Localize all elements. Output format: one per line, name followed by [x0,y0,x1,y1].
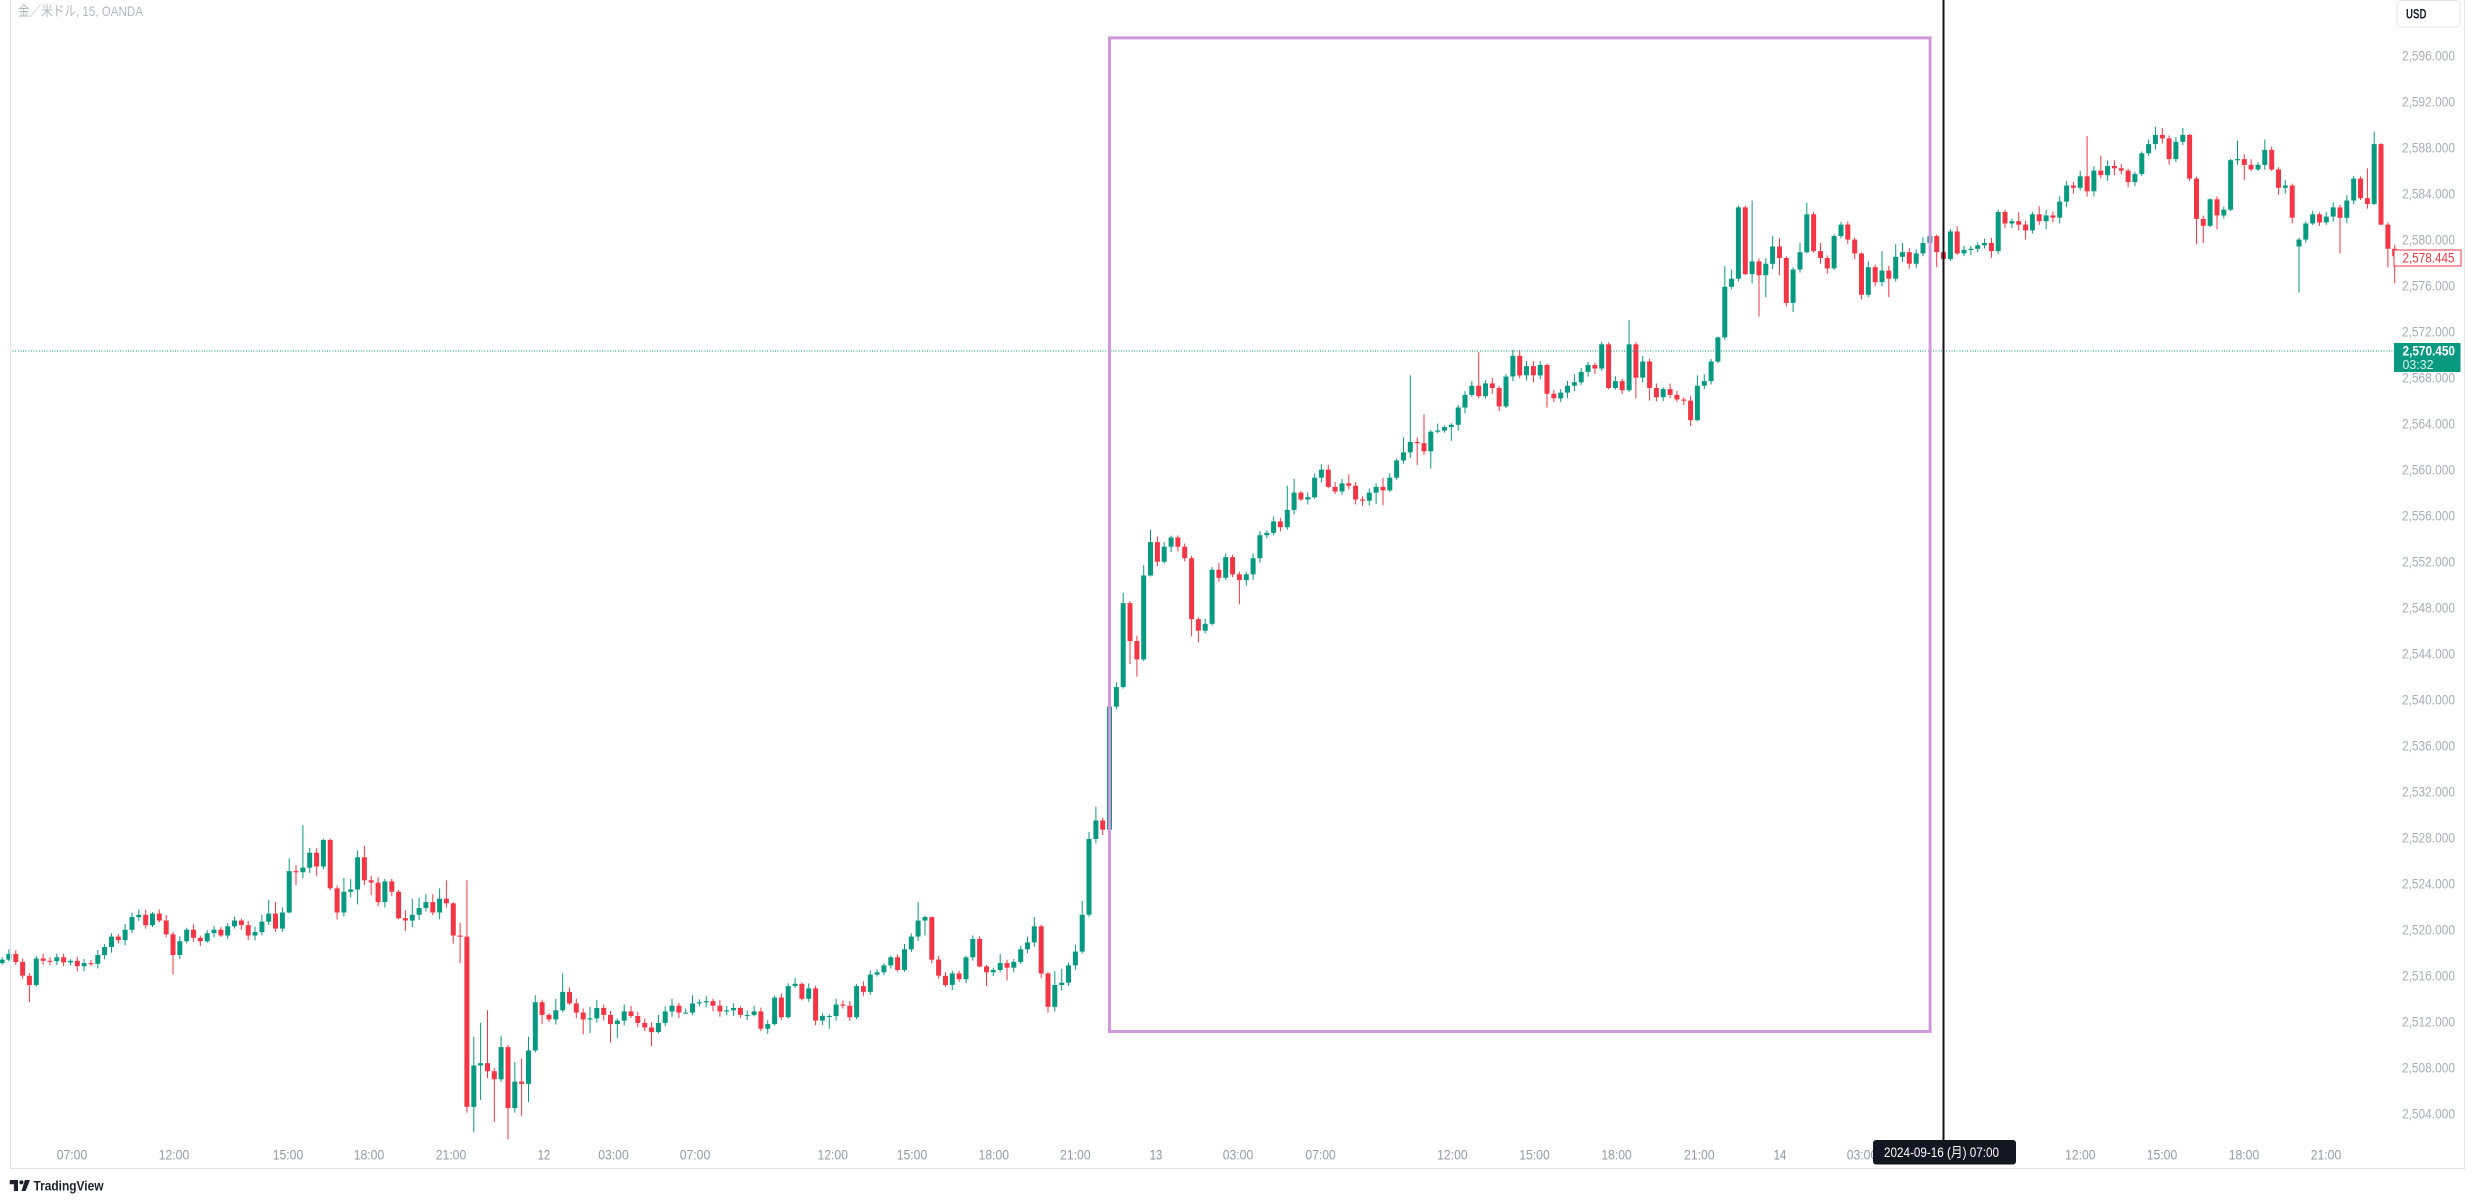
svg-text:2,578.445: 2,578.445 [2403,251,2455,266]
svg-text:14: 14 [1774,1147,1787,1163]
svg-text:2,536.000: 2,536.000 [2402,738,2455,754]
svg-text:18:00: 18:00 [1601,1147,1632,1163]
svg-text:2,544.000: 2,544.000 [2402,646,2455,662]
svg-text:2,580.000: 2,580.000 [2402,231,2455,247]
svg-text:13: 13 [1150,1147,1163,1163]
svg-text:07:00: 07:00 [1305,1147,1336,1163]
svg-text:15:00: 15:00 [897,1147,928,1163]
svg-text:2,564.000: 2,564.000 [2402,416,2455,432]
svg-text:2,570.450: 2,570.450 [2403,344,2456,359]
svg-text:12:00: 12:00 [1437,1147,1468,1163]
svg-text:21:00: 21:00 [1060,1147,1091,1163]
svg-text:12:00: 12:00 [2065,1147,2096,1163]
svg-text:18:00: 18:00 [2229,1147,2260,1163]
svg-text:15:00: 15:00 [273,1147,304,1163]
svg-text:TradingView: TradingView [34,1179,104,1194]
svg-text:18:00: 18:00 [354,1147,385,1163]
svg-text:2,512.000: 2,512.000 [2402,1014,2455,1030]
svg-text:2,504.000: 2,504.000 [2402,1106,2455,1122]
svg-text:03:00: 03:00 [598,1147,629,1163]
svg-text:2,528.000: 2,528.000 [2402,830,2455,846]
svg-text:15:00: 15:00 [2147,1147,2178,1163]
svg-text:2,596.000: 2,596.000 [2402,47,2455,63]
svg-text:21:00: 21:00 [1684,1147,1715,1163]
svg-text:07:00: 07:00 [57,1147,88,1163]
svg-text:2,524.000: 2,524.000 [2402,876,2455,892]
svg-text:2,568.000: 2,568.000 [2402,370,2455,386]
svg-text:2,560.000: 2,560.000 [2402,462,2455,478]
svg-text:2,584.000: 2,584.000 [2402,185,2455,201]
svg-text:USD: USD [2406,6,2427,22]
svg-text:2,552.000: 2,552.000 [2402,554,2455,570]
svg-text:2,572.000: 2,572.000 [2402,324,2455,340]
svg-text:12:00: 12:00 [159,1147,190,1163]
svg-text:2,576.000: 2,576.000 [2402,277,2455,293]
svg-text:2,592.000: 2,592.000 [2402,93,2455,109]
svg-text:12:00: 12:00 [817,1147,848,1163]
svg-text:07:00: 07:00 [680,1147,711,1163]
svg-text:2,556.000: 2,556.000 [2402,508,2455,524]
svg-text:18:00: 18:00 [979,1147,1010,1163]
svg-text:2,532.000: 2,532.000 [2402,784,2455,800]
svg-text:2024-09-16 (月) 07:00: 2024-09-16 (月) 07:00 [1884,1145,1999,1160]
svg-text:2,540.000: 2,540.000 [2402,692,2455,708]
svg-text:金／米ドル, 15, OANDA: 金／米ドル, 15, OANDA [18,3,144,19]
svg-text:03:00: 03:00 [1223,1147,1254,1163]
svg-text:15:00: 15:00 [1519,1147,1550,1163]
svg-text:2,548.000: 2,548.000 [2402,600,2455,616]
svg-text:2,508.000: 2,508.000 [2402,1060,2455,1076]
svg-text:2,588.000: 2,588.000 [2402,139,2455,155]
svg-text:03:32: 03:32 [2403,357,2434,372]
svg-text:12: 12 [538,1147,551,1163]
svg-text:21:00: 21:00 [436,1147,467,1163]
svg-text:2,520.000: 2,520.000 [2402,922,2455,938]
svg-text:21:00: 21:00 [2311,1147,2342,1163]
svg-text:2,516.000: 2,516.000 [2402,968,2455,984]
svg-text:03:00: 03:00 [1847,1147,1878,1163]
